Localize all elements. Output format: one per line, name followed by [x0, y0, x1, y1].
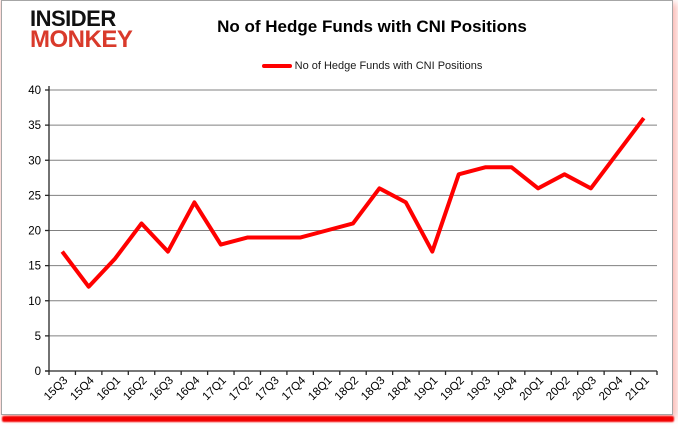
x-tick-label: 17Q3	[253, 375, 281, 403]
x-tick-label: 17Q2	[227, 375, 255, 403]
x-tick-label: 21Q1	[624, 375, 652, 403]
x-tick-label: 18Q2	[333, 375, 361, 403]
x-tick-label: 16Q2	[121, 375, 149, 403]
x-tick-label: 20Q4	[597, 374, 626, 403]
title-row: No of Hedge Funds with CNI Positions	[82, 17, 662, 37]
legend: No of Hedge Funds with CNI Positions	[82, 60, 662, 72]
x-tick-label: 15Q3	[42, 375, 70, 403]
y-tick-label: 20	[28, 226, 41, 238]
x-tick-label: 18Q3	[359, 375, 387, 403]
x-tick-label: 20Q3	[571, 375, 599, 403]
y-tick-label: 25	[28, 190, 41, 202]
line-chart: 0 5 10 15 20 25 30 35 40 15Q315Q416Q116Q216Q316Q4…	[28, 85, 658, 403]
x-tick-label: 17Q4	[280, 374, 309, 403]
x-tick-label: 19Q4	[491, 374, 520, 403]
logo-word-monkey: MONKEY	[30, 26, 133, 54]
x-tick-label: 19Q2	[438, 375, 466, 403]
y-tick-label: 30	[28, 155, 41, 167]
legend-label: No of Hedge Funds with CNI Positions	[294, 60, 483, 72]
data-line	[60, 116, 646, 289]
x-tick-label: 19Q1	[412, 375, 440, 403]
red-shadow-bar	[2, 416, 674, 422]
y-tick-label: 15	[28, 261, 41, 273]
logo-word-insider: INSIDER	[30, 6, 116, 31]
y-tick-label: 40	[28, 85, 41, 97]
page-title: No of Hedge Funds with CNI Positions	[217, 17, 527, 36]
y-tick-label: 35	[28, 120, 41, 132]
y-tick-label: 10	[28, 296, 41, 308]
x-tick-label: 16Q4	[174, 374, 203, 403]
x-tick-label: 18Q1	[306, 375, 334, 403]
insider-monkey-logo: INSIDER MONKEY	[30, 6, 133, 54]
x-tick-label: 18Q4	[386, 374, 415, 403]
x-tick-label: 16Q1	[95, 375, 123, 403]
legend-line-swatch	[261, 64, 292, 68]
x-tick-label: 15Q4	[68, 374, 97, 403]
x-tick-label: 20Q2	[544, 375, 572, 403]
x-tick-label: 19Q3	[465, 375, 493, 403]
y-tick-label: 0	[35, 366, 41, 378]
chart-widget: INSIDER MONKEY No of Hedge Funds with CN…	[1, 0, 673, 415]
x-tick-label: 17Q1	[201, 375, 229, 403]
y-tick-label: 5	[35, 331, 41, 343]
x-tick-label: 20Q1	[518, 375, 546, 403]
x-tick-label: 16Q3	[148, 375, 176, 403]
